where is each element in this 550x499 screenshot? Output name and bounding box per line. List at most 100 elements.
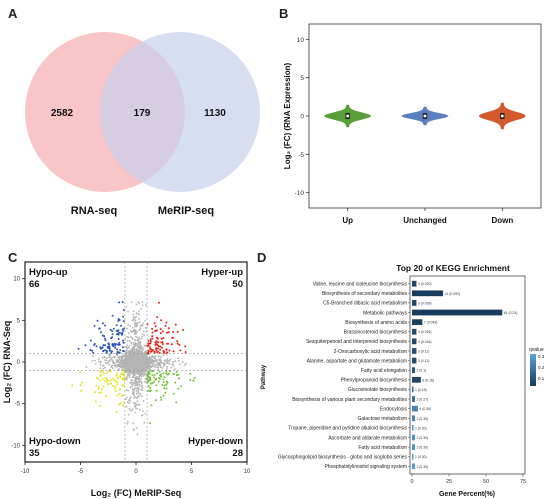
scatter-point [149, 348, 152, 351]
scatter-point [166, 365, 169, 368]
scatter-point [138, 381, 140, 384]
scatter-point [189, 379, 192, 381]
pathway-bar-label: 61 (0.24) [504, 311, 518, 315]
scatter-point [129, 325, 132, 327]
scatter-point [147, 340, 150, 342]
scatter-point [97, 387, 100, 390]
scatter-point [131, 356, 134, 359]
scatter-point [120, 355, 123, 358]
pathway-label: Phenylpropanoid biosynthesis [341, 378, 408, 384]
scatter-point [142, 361, 145, 364]
scatter-point [125, 377, 127, 380]
scatter-point [139, 359, 142, 362]
scatter-point [99, 371, 102, 374]
scatter-point [143, 330, 145, 333]
scatter-point [115, 324, 118, 327]
scatter-point [130, 370, 132, 373]
scatter-point [135, 330, 137, 333]
scatter-point [147, 385, 150, 387]
scatter-point [143, 334, 146, 336]
scatter-point [100, 388, 103, 391]
pathway-bar [412, 338, 417, 345]
scatter-point [177, 373, 180, 376]
scatter-point [120, 332, 122, 335]
scatter-point [158, 370, 161, 373]
violin-chart: -10 -5 0 5 10 Up Unchanged Down Log₂ (FC) (RNA… [283, 23, 542, 225]
scatter-point [144, 373, 146, 376]
scatter-point [125, 350, 128, 353]
scatter-point [105, 395, 108, 398]
scatter-point [179, 363, 182, 366]
quadrant-count-hyper-down: 28 [232, 448, 243, 459]
scatter-point [135, 426, 138, 429]
scatter-point [161, 330, 164, 333]
quadrant-label-hypo-down: Hypo-down [29, 436, 81, 447]
scatter-point [164, 359, 167, 362]
scatter-point [133, 321, 136, 324]
scatter-point [161, 341, 164, 344]
kegg-x-tick-label: 0 [410, 479, 413, 485]
scatter-point [135, 363, 138, 366]
scatter-point [130, 331, 133, 333]
scatter-point [126, 357, 128, 359]
scatter-point [118, 392, 121, 395]
scatter-point [184, 345, 187, 348]
scatter-point [114, 385, 117, 388]
scatter-point [172, 365, 175, 367]
scatter-point [145, 304, 147, 306]
scatter-point [95, 345, 98, 348]
scatter-point [101, 377, 104, 380]
scatter-point [138, 375, 141, 378]
scatter-point [159, 348, 162, 351]
scatter-point [134, 354, 136, 357]
scatter-point [153, 376, 156, 379]
scatter-point [165, 367, 168, 370]
scatter-point [125, 398, 127, 401]
kegg-x-tick-label: 25 [446, 479, 452, 485]
scatter-point [113, 379, 116, 382]
scatter-point [101, 346, 104, 349]
scatter-point [134, 405, 136, 408]
scatter-point [159, 360, 162, 363]
scatter-point [111, 314, 114, 317]
scatter-point [159, 332, 162, 335]
scatter-point [116, 383, 119, 386]
scatter-point [149, 338, 152, 341]
scatter-point [115, 343, 117, 346]
scatter-point [104, 339, 107, 342]
scatter-point [157, 380, 160, 383]
scatter-point [104, 344, 107, 347]
scatter-point [147, 342, 150, 345]
scatter-point [151, 356, 154, 358]
scatter-point [107, 361, 110, 364]
scatter-point [137, 389, 139, 392]
scatter-point [135, 403, 138, 405]
scatter-point [151, 349, 154, 352]
scatter-point [149, 342, 152, 345]
scatter-point [150, 362, 153, 364]
panel-label-b: B [279, 6, 289, 21]
scatter-point [134, 343, 137, 346]
scatter-point [179, 349, 182, 352]
scatter-point [172, 373, 175, 376]
scatter-point [122, 349, 125, 352]
scatter-point [116, 359, 119, 361]
scatter-point [134, 319, 137, 322]
scatter-point [157, 347, 159, 350]
scatter-point [99, 367, 102, 370]
scatter-point [183, 364, 186, 366]
scatter-point [128, 339, 131, 342]
scatter-point [84, 344, 87, 347]
scatter-point [136, 376, 139, 378]
scatter-point [132, 313, 135, 316]
scatter-point [138, 395, 140, 398]
scatter-point [133, 362, 136, 365]
scatter-point [122, 329, 125, 332]
scatter-point [120, 362, 123, 365]
venn-diagram: 2582 179 1130 RNA-seq MeRIP-seq [25, 32, 260, 217]
scatter-point [134, 387, 137, 390]
scatter-point [136, 351, 138, 353]
scatter-point [138, 310, 140, 313]
scatter-point [145, 326, 147, 329]
scatter-point [129, 373, 132, 376]
